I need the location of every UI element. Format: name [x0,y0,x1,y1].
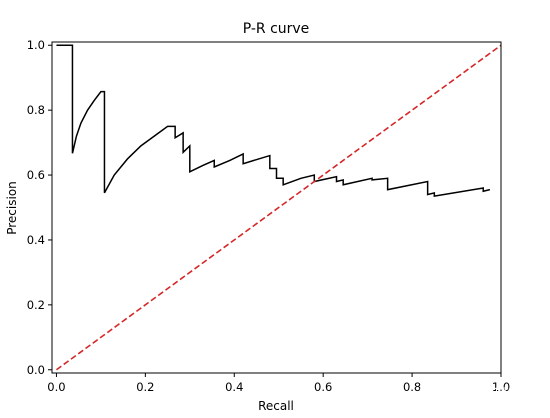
chart-title: P-R curve [243,21,310,37]
y-axis-ticks: 0.0 0.2 0.4 0.6 0.8 1.0 [27,38,52,377]
y-axis-label: Precision [5,181,19,235]
y-tick-label: 0.8 [27,103,45,117]
plot-area [51,41,502,374]
y-tick-label: 1.0 [27,38,45,52]
plot-border [51,41,502,374]
x-tick-label: 0.4 [225,380,243,394]
x-tick-label: 0.6 [314,380,332,394]
x-tick-label: 1.0 [492,380,510,394]
watermark-text: 知乎 @萌新程序员 [419,386,535,403]
x-tick-label: 0.8 [403,380,421,394]
y-tick-label: 0.4 [27,233,45,247]
y-tick-label: 0.0 [27,363,45,377]
x-tick-label: 0.2 [136,380,154,394]
series-line-0 [56,44,491,198]
series-layer [55,44,502,371]
x-axis-ticks: 0.0 0.2 0.4 0.6 0.8 1.0 [47,373,510,394]
y-tick-label: 0.6 [27,168,45,182]
y-tick-label: 0.2 [27,298,45,312]
x-tick-label: 0.0 [47,380,65,394]
x-axis-label: Recall [258,399,294,413]
plot-frame [52,42,501,373]
series-line-1 [55,44,502,371]
